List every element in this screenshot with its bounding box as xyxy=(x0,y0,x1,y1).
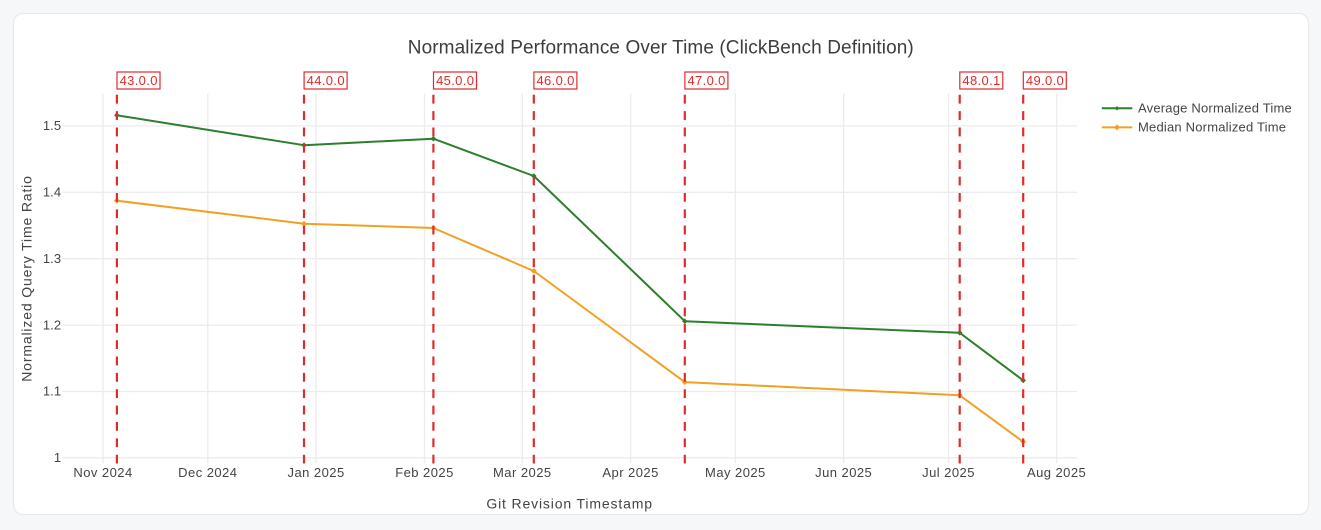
svg-text:48.0.1: 48.0.1 xyxy=(962,73,1000,88)
svg-text:Jun 2025: Jun 2025 xyxy=(815,465,872,480)
svg-text:46.0.0: 46.0.0 xyxy=(536,73,574,88)
svg-text:1.1: 1.1 xyxy=(43,384,61,399)
svg-text:Git Revision Timestamp: Git Revision Timestamp xyxy=(486,495,653,511)
svg-text:1.5: 1.5 xyxy=(43,118,61,133)
svg-text:Jan 2025: Jan 2025 xyxy=(288,465,345,480)
svg-text:1: 1 xyxy=(54,450,61,465)
svg-text:Apr 2025: Apr 2025 xyxy=(602,465,658,480)
svg-text:45.0.0: 45.0.0 xyxy=(436,73,474,88)
svg-text:Feb 2025: Feb 2025 xyxy=(395,465,454,480)
svg-text:43.0.0: 43.0.0 xyxy=(120,73,158,88)
svg-text:Aug 2025: Aug 2025 xyxy=(1027,465,1086,480)
svg-text:Mar 2025: Mar 2025 xyxy=(493,465,552,480)
svg-text:Jul 2025: Jul 2025 xyxy=(922,465,975,480)
svg-text:May 2025: May 2025 xyxy=(705,465,766,480)
svg-text:Normalized Performance Over Ti: Normalized Performance Over Time (ClickB… xyxy=(408,38,914,59)
svg-text:1.3: 1.3 xyxy=(43,251,61,266)
svg-text:44.0.0: 44.0.0 xyxy=(307,73,345,88)
svg-text:Median Normalized Time: Median Normalized Time xyxy=(1138,120,1286,135)
svg-text:Normalized Query Time Ratio: Normalized Query Time Ratio xyxy=(19,175,35,382)
svg-text:49.0.0: 49.0.0 xyxy=(1026,73,1064,88)
svg-text:1.4: 1.4 xyxy=(43,185,61,200)
svg-text:Average Normalized Time: Average Normalized Time xyxy=(1138,101,1292,116)
svg-text:1.2: 1.2 xyxy=(43,317,61,332)
svg-text:47.0.0: 47.0.0 xyxy=(687,73,725,88)
svg-text:Nov 2024: Nov 2024 xyxy=(73,465,132,480)
svg-text:Dec 2024: Dec 2024 xyxy=(178,465,237,480)
